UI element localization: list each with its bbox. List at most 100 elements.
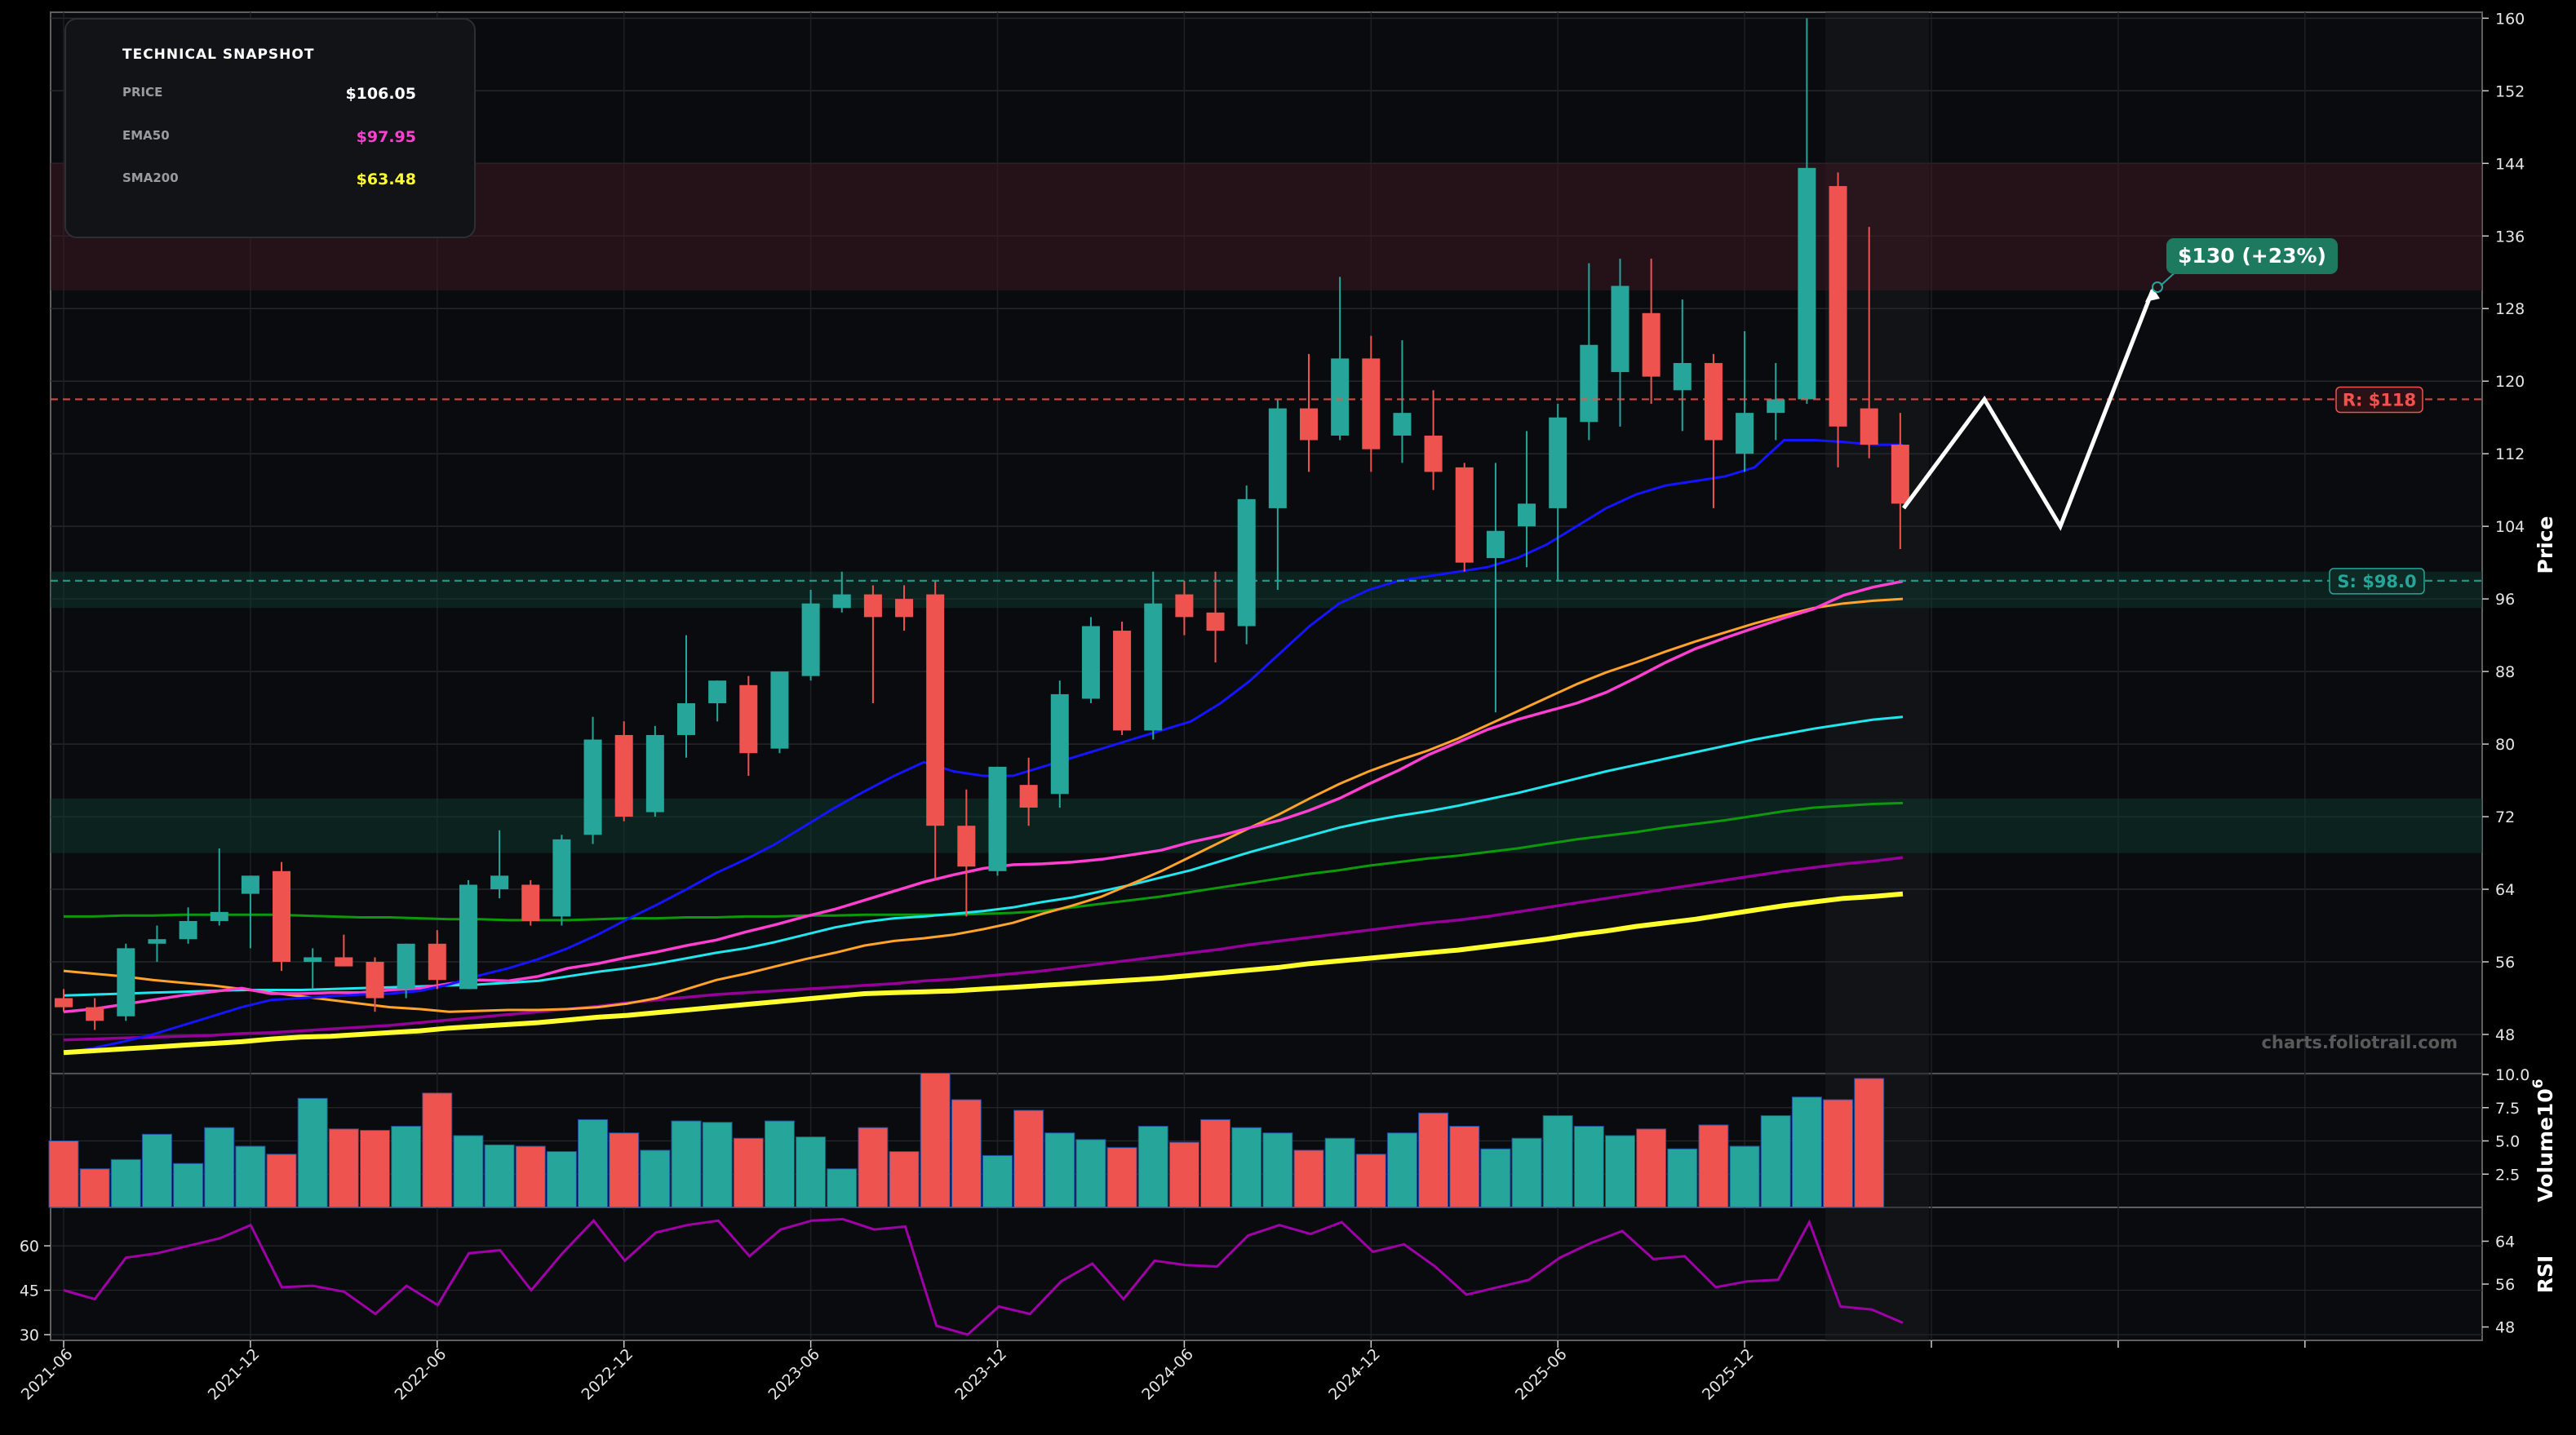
volume-bar — [1044, 1132, 1075, 1208]
volume-bar — [391, 1126, 422, 1208]
volume-bar — [484, 1144, 515, 1208]
candle — [832, 571, 851, 613]
candle — [55, 989, 73, 1012]
volume-bar — [702, 1122, 733, 1208]
candle-body — [1829, 186, 1847, 427]
candle-body — [55, 998, 73, 1008]
candle — [614, 721, 633, 822]
rsi-left-tick-label: 45 — [20, 1282, 39, 1300]
candle-body — [1767, 399, 1785, 414]
candle — [1767, 362, 1785, 441]
candle-body — [1455, 467, 1474, 563]
volume-axis-exponent-base: 10 — [2534, 1088, 2557, 1117]
candle — [739, 675, 758, 777]
candle-body — [801, 603, 820, 676]
candle — [1362, 335, 1381, 472]
candle-body — [770, 671, 789, 749]
candle-body — [148, 939, 166, 944]
price-zones — [51, 163, 2482, 853]
rsi-left-tick-label: 60 — [20, 1238, 39, 1256]
rsi-line — [63, 1217, 1904, 1336]
candle — [241, 875, 259, 949]
candle — [1798, 18, 1816, 405]
candle-body — [957, 826, 976, 867]
candle — [1237, 485, 1256, 644]
target-marker — [2152, 281, 2163, 293]
candle-body — [490, 875, 509, 890]
volume-bar — [546, 1151, 577, 1208]
candle — [1081, 617, 1100, 704]
candle — [1518, 431, 1536, 568]
technical-snapshot-box: TECHNICAL SNAPSHOT PRICE $106.05 EMA50 $… — [64, 18, 476, 238]
candle-body — [1860, 408, 1878, 445]
price-tick-label: 48 — [2495, 1026, 2515, 1044]
candle-body — [1268, 408, 1287, 508]
volume-bar — [1667, 1148, 1698, 1208]
volume-bar — [266, 1154, 297, 1208]
snapshot-title: TECHNICAL SNAPSHOT — [122, 47, 314, 63]
candle-body — [1424, 435, 1443, 472]
volume-bar — [609, 1132, 640, 1208]
candle — [1300, 353, 1318, 472]
candle-body — [86, 1007, 104, 1021]
rsi-series — [63, 1217, 1904, 1336]
candle — [117, 943, 135, 1021]
candle-body — [863, 594, 882, 618]
volume-bar — [1854, 1078, 1885, 1208]
snapshot-ema50-label: EMA50 — [122, 128, 170, 143]
candle-body — [645, 734, 664, 813]
candle-body — [1144, 603, 1163, 731]
candle — [1829, 172, 1847, 467]
candle — [428, 930, 446, 990]
volume-bar — [1511, 1137, 1542, 1208]
volume-bar — [1823, 1099, 1854, 1208]
candle — [397, 943, 415, 999]
candle-body — [1549, 417, 1567, 508]
candle — [645, 725, 664, 817]
volume-bar — [1480, 1148, 1511, 1208]
support-resistance-lines: R: $118 S: $98.0 — [51, 386, 2482, 595]
candle-body — [1019, 785, 1038, 808]
volume-bar — [1137, 1126, 1168, 1208]
volume-bar — [360, 1129, 390, 1208]
candle-body — [1300, 408, 1318, 441]
candle — [459, 879, 477, 990]
volume-bars — [48, 1072, 1885, 1208]
resistance-label: R: $118 — [2343, 390, 2416, 410]
candle-body — [926, 594, 945, 826]
candle-body — [895, 599, 914, 618]
candle-body — [117, 948, 135, 1016]
volume-bar — [1293, 1149, 1324, 1208]
target-label-box — [2166, 237, 2338, 274]
candle-body — [241, 875, 259, 894]
projection-arrowhead — [2145, 286, 2160, 302]
candle — [1113, 621, 1132, 735]
candle — [863, 585, 882, 704]
volume-bar — [1075, 1139, 1106, 1208]
candle — [366, 957, 384, 1012]
candle-body — [583, 739, 602, 835]
candle — [1424, 390, 1443, 490]
candle-body — [1518, 503, 1536, 527]
candle-body — [1486, 530, 1505, 559]
candle — [1736, 331, 1754, 472]
support-label-box — [2329, 568, 2425, 595]
candle-body — [1891, 445, 1909, 504]
candle-body — [1175, 594, 1194, 618]
candle-body — [832, 594, 851, 609]
resistance-label-box — [2335, 386, 2423, 414]
volume-axis-name: Volume — [2534, 1117, 2557, 1202]
projection-path: $130 (+23%) — [1901, 237, 2338, 531]
candle — [1050, 680, 1069, 808]
volume-bar — [141, 1133, 172, 1208]
candle — [677, 635, 695, 758]
candle — [1704, 353, 1723, 508]
candle — [1393, 340, 1412, 463]
watermark: charts.foliotrail.com — [2261, 1033, 2458, 1052]
rsi-right-tick-label: 56 — [2495, 1276, 2515, 1294]
rsi-right-tick-label: 48 — [2495, 1319, 2515, 1337]
volume-bar — [1605, 1135, 1635, 1208]
candle-body — [459, 884, 477, 990]
price-axis-label: Price — [2534, 516, 2557, 574]
price-tick-label: 64 — [2495, 881, 2515, 899]
